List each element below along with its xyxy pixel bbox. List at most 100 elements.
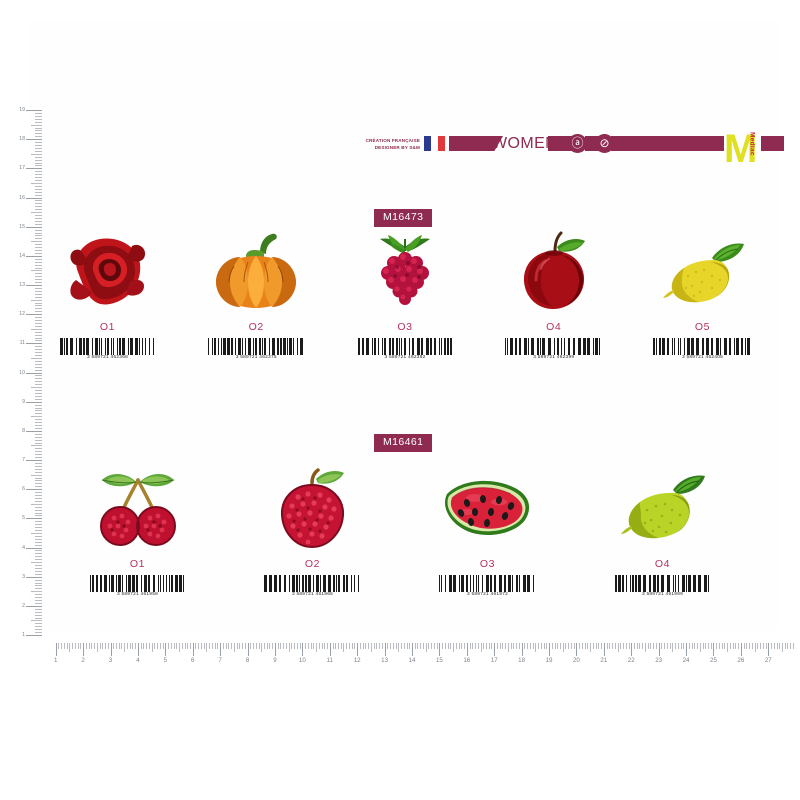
ruler-tick-minor bbox=[129, 643, 131, 649]
ruler-tick bbox=[274, 643, 276, 656]
header-title-wrap: WOMEN bbox=[492, 133, 557, 154]
ruler-tick bbox=[247, 643, 249, 656]
ruler-label: 7 bbox=[218, 657, 222, 664]
ruler-tick-minor bbox=[710, 643, 712, 649]
ruler-tick-minor bbox=[35, 611, 42, 613]
ruler-tick-minor bbox=[113, 643, 115, 649]
ruler-tick bbox=[26, 168, 42, 170]
ruler-tick-minor bbox=[782, 643, 783, 652]
ruler-tick-minor bbox=[35, 171, 42, 173]
header-bar-left bbox=[449, 136, 503, 151]
ruler-tick-minor bbox=[35, 261, 42, 263]
ruler-tick-minor bbox=[532, 643, 534, 649]
ruler-tick-minor bbox=[31, 562, 42, 564]
ruler-tick-minor bbox=[35, 162, 42, 164]
credit-line-2: DESIGNER BY S&M bbox=[374, 144, 420, 150]
barcode: 3 589721 462405 bbox=[653, 337, 752, 361]
ruler-tick-minor bbox=[35, 206, 42, 208]
ruler-tick bbox=[192, 643, 194, 656]
product-code: O5 bbox=[694, 321, 711, 333]
ruler-tick-minor bbox=[757, 643, 759, 649]
barcode-number: 3 589721 461972 bbox=[466, 591, 509, 597]
ruler-tick bbox=[26, 489, 42, 491]
ruler-tick-minor bbox=[417, 643, 419, 649]
ruler-tick-minor bbox=[35, 623, 42, 625]
ruler-tick-minor bbox=[735, 643, 737, 649]
ruler-tick-minor bbox=[35, 462, 42, 464]
ruler-label: 11 bbox=[19, 340, 25, 347]
ruler-tick-minor bbox=[370, 643, 372, 652]
product-cell[interactable]: O1 3 589721 462368 bbox=[40, 228, 175, 360]
barcode-bars bbox=[653, 337, 752, 355]
ruler-tick bbox=[26, 372, 42, 374]
ruler-tick-minor bbox=[354, 643, 356, 649]
barcode: 3 589721 462368 bbox=[59, 337, 156, 361]
product-cell[interactable]: O1 3 589721 461958 bbox=[70, 465, 205, 597]
header-bar-right bbox=[611, 136, 724, 151]
ruler-label: 14 bbox=[408, 657, 416, 664]
ruler-tick bbox=[26, 576, 42, 578]
ruler-tick-minor bbox=[35, 550, 42, 552]
ruler-tick-minor bbox=[35, 145, 42, 146]
ruler-tick-minor bbox=[35, 250, 42, 251]
ruler-tick-minor bbox=[31, 153, 42, 155]
ruler-tick-minor bbox=[31, 620, 42, 622]
ruler-tick-minor bbox=[35, 279, 42, 281]
ruler-tick-minor bbox=[35, 410, 42, 412]
ruler-tick-minor bbox=[527, 643, 529, 649]
ruler-tick-minor bbox=[573, 643, 575, 649]
ruler-tick-minor bbox=[765, 643, 767, 649]
product-cell[interactable]: O4 3 589721 462399 bbox=[486, 228, 621, 360]
ruler-tick bbox=[439, 643, 441, 656]
ruler-tick-minor bbox=[738, 643, 740, 649]
ruler-tick-minor bbox=[277, 643, 279, 649]
ruler-tick-minor bbox=[35, 267, 42, 269]
ruler-tick-minor bbox=[623, 643, 625, 649]
ruler-tick-minor bbox=[35, 337, 42, 339]
ruler-tick-minor bbox=[565, 643, 567, 649]
ruler-tick-minor bbox=[35, 366, 42, 368]
ruler-tick-minor bbox=[496, 643, 498, 649]
product-cell[interactable]: O4 3 589721 461989 bbox=[595, 465, 730, 597]
ruler-tick-minor bbox=[590, 643, 592, 652]
ruler-tick-minor bbox=[601, 643, 603, 649]
ruler-label: 6 bbox=[22, 486, 25, 493]
ruler-tick-minor bbox=[35, 600, 42, 601]
ruler-tick-minor bbox=[784, 643, 786, 649]
ruler-tick bbox=[549, 643, 551, 656]
product-cell[interactable]: O3 3 589721 461972 bbox=[420, 465, 555, 597]
ruler-tick-minor bbox=[351, 643, 353, 649]
ruler-tick-minor bbox=[31, 124, 42, 126]
ruler-label: 2 bbox=[22, 602, 25, 609]
ruler-label: 19 bbox=[545, 657, 553, 664]
product-cell[interactable]: O5 3 589721 462405 bbox=[635, 228, 770, 360]
ruler-tick-minor bbox=[477, 643, 479, 649]
ruler-tick-minor bbox=[505, 643, 507, 649]
ruler-tick-minor bbox=[488, 643, 490, 649]
ruler-tick-minor bbox=[35, 559, 42, 561]
ruler-tick-minor bbox=[88, 643, 90, 649]
ruler-tick-minor bbox=[598, 643, 600, 649]
ruler-tick-minor bbox=[483, 643, 485, 649]
ruler-tick-minor bbox=[35, 427, 42, 429]
ruler-label: 13 bbox=[19, 282, 25, 288]
product-cell[interactable]: O2 3 589721 462375 bbox=[189, 228, 324, 360]
ruler-tick-minor bbox=[266, 643, 268, 649]
ruler-label: 3 bbox=[108, 657, 113, 664]
ruler-tick-minor bbox=[35, 486, 42, 488]
ruler-tick-minor bbox=[126, 643, 128, 649]
ruler-tick-minor bbox=[195, 643, 197, 649]
ruler-tick-minor bbox=[35, 480, 42, 482]
ruler-tick-minor bbox=[403, 643, 405, 649]
ruler-tick-minor bbox=[639, 643, 641, 649]
cherries-illustration bbox=[83, 465, 193, 553]
product-cell[interactable]: O3 3 589721 462382 bbox=[338, 228, 473, 360]
ruler-tick-minor bbox=[680, 643, 682, 649]
ruler-tick bbox=[137, 643, 139, 656]
product-cell[interactable]: O2 3 589721 461965 bbox=[245, 465, 380, 597]
ruler-tick-minor bbox=[35, 217, 42, 219]
ruler-tick-minor bbox=[669, 643, 671, 649]
ruler-tick bbox=[713, 643, 715, 656]
ruler-tick-minor bbox=[431, 643, 433, 649]
ruler-tick-minor bbox=[35, 340, 42, 342]
